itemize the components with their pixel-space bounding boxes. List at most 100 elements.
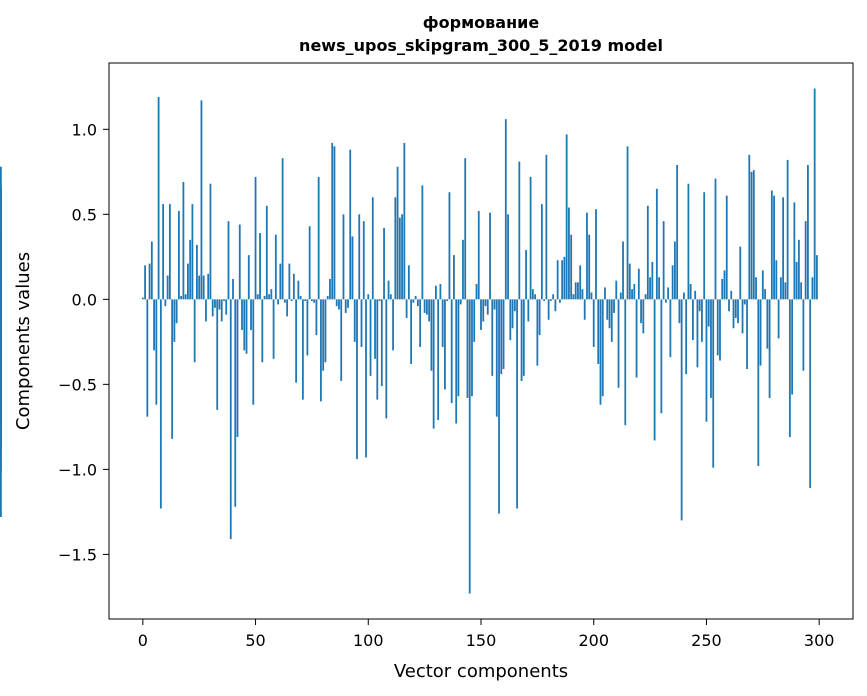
bar-119 [410,299,413,364]
bar-157 [495,299,498,417]
bar-162 [507,214,509,300]
bar-217 [631,289,633,300]
bar-102 [371,197,374,300]
bar-122 [416,299,419,307]
bar-50 [254,176,257,300]
bar-202 [597,299,600,364]
bar-88 [340,299,343,381]
bar-106 [380,299,383,387]
bar-30 [209,183,212,300]
bar-8 [159,299,162,509]
bar-299 [816,255,818,300]
bar-67 [292,273,295,300]
bar-undefined [0,299,2,449]
bar-6 [155,299,158,405]
bar-1 [144,265,146,300]
x-tick-label: 200 [578,631,609,650]
bar-258 [723,270,726,300]
bar-132 [439,284,442,300]
bar-84 [331,142,334,300]
bar-143 [464,158,467,300]
bar-29 [207,273,210,300]
bar-293 [802,299,805,371]
bar-155 [491,299,494,376]
bar-171 [527,299,530,322]
x-tick-label: 250 [691,631,722,650]
bar-204 [601,299,604,397]
bar-278 [768,299,771,398]
bar-114 [398,217,401,300]
bar-74 [308,226,311,300]
bar-83 [329,278,331,300]
bar-47 [247,255,250,300]
bar-72 [304,299,307,302]
bar-63 [283,299,286,303]
bar-90 [344,299,347,313]
bar-152 [484,299,487,307]
bar-222 [642,299,645,334]
bar-242 [687,183,690,300]
bar-142 [462,239,464,300]
bar-198 [588,234,591,300]
bar-18 [182,182,185,300]
bar-280 [773,195,775,300]
bar-57 [270,289,273,300]
bar-148 [475,284,478,300]
bar-39 [229,299,232,540]
bar-123 [419,299,422,347]
y-tick-label: 0.5 [72,205,97,224]
bar-139 [455,299,458,424]
bar-194 [579,265,582,300]
bar-190 [570,234,573,300]
bar-271 [752,170,755,300]
bar-285 [784,282,787,300]
bar-65 [288,263,291,300]
bar-176 [538,299,541,336]
bar-115 [401,214,403,300]
bar-121 [414,295,417,300]
bar-144 [466,299,469,398]
bar-20 [187,263,189,300]
bar-87 [338,299,340,310]
bar-279 [770,190,773,300]
bar-131 [437,299,440,421]
y-axis-label: Components values [13,252,34,430]
bar-154 [489,212,491,300]
bar-150 [480,299,482,330]
bar-188 [565,134,568,300]
bar-185 [559,299,561,303]
bar-219 [635,299,638,378]
bar-277 [766,299,769,349]
y-tick-label: −1.5 [58,545,97,564]
bar-145 [468,299,471,594]
y-tick-label: 1.0 [72,120,97,139]
bar-96 [358,214,361,300]
bar-298 [813,88,816,300]
bar-275 [761,270,764,300]
bar-273 [757,299,760,466]
bar-203 [599,299,602,405]
bar-59 [274,234,277,300]
bar-117 [405,299,408,319]
bar-42 [236,299,239,438]
bar-undefined [0,299,2,308]
bar-225 [649,277,651,300]
bar-234 [669,299,672,358]
bar-215 [626,146,629,300]
bar-94 [353,299,356,342]
bar-186 [561,260,564,300]
bar-130 [435,285,437,300]
bar-82 [326,295,329,300]
bar-23 [193,299,196,363]
bar-292 [800,282,803,300]
bar-268 [746,299,748,370]
bar-173 [531,289,534,300]
bar-206 [606,299,609,320]
bar-161 [504,119,507,300]
bar-297 [811,277,814,300]
bar-184 [556,260,559,300]
bar-53 [261,299,264,363]
bar-113 [396,166,399,300]
bar-260 [728,299,730,312]
bar-13 [171,299,174,439]
